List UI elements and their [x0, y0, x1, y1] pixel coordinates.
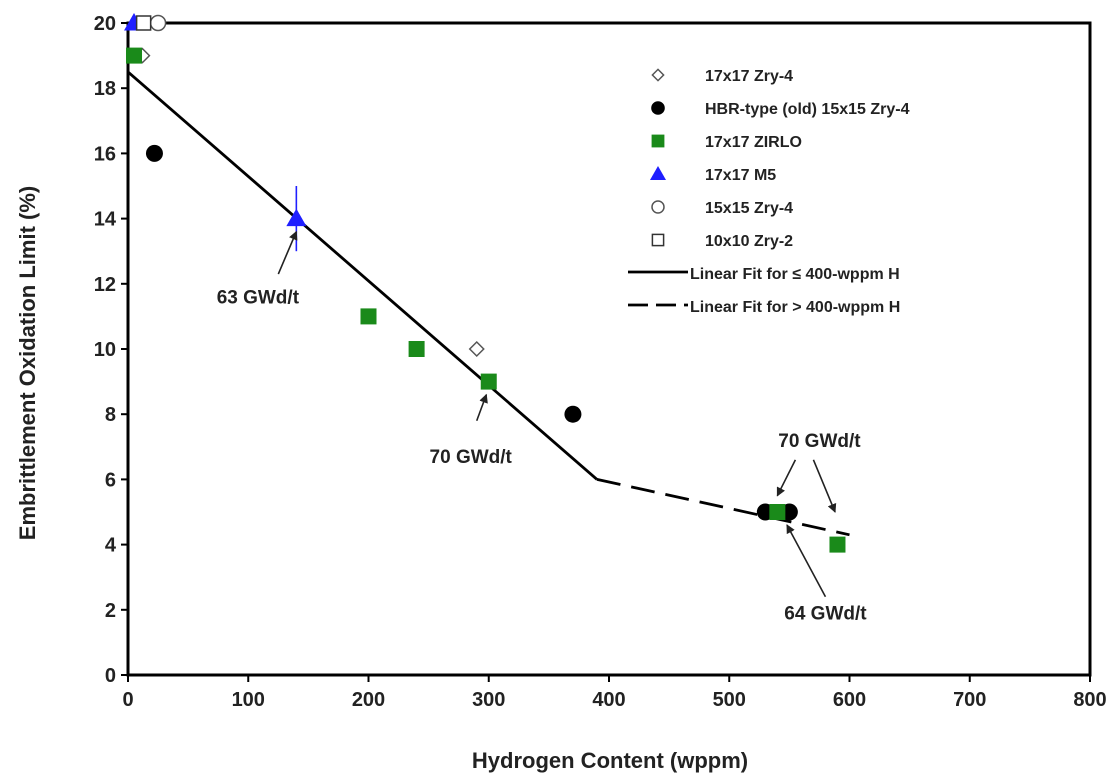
legend-label: 15x15 Zry-4 [705, 200, 793, 217]
legend-label: 17x17 ZIRLO [705, 134, 802, 151]
y-tick-label: 12 [94, 274, 116, 296]
annotation-arrow [475, 393, 488, 421]
y-tick-label: 20 [94, 13, 116, 35]
legend-marker [651, 233, 665, 247]
y-tick-label: 4 [105, 535, 117, 557]
x-tick-label: 300 [472, 689, 505, 711]
y-tick-label: 10 [94, 339, 116, 361]
fit-line-low-h [127, 70, 598, 481]
x-tick-label: 500 [713, 689, 746, 711]
x-tick-label: 200 [352, 689, 385, 711]
annotation-arrow [786, 524, 827, 598]
y-tick-label: 0 [105, 665, 116, 687]
legend-marker [651, 101, 665, 115]
data-point-s1 [564, 405, 582, 423]
data-point-s5 [135, 15, 152, 31]
y-tick-label: 16 [94, 143, 116, 165]
x-tick-label: 700 [953, 689, 986, 711]
legend-label: HBR-type (old) 15x15 Zry-4 [705, 101, 910, 118]
annotation-arrow [277, 230, 298, 275]
legend-label: Linear Fit for ≤ 400-wppm H [690, 266, 900, 283]
data-point-s2 [769, 504, 786, 520]
legend-marker [651, 200, 665, 214]
y-tick-label: 18 [94, 78, 116, 100]
x-tick-label: 400 [592, 689, 625, 711]
legend-marker [651, 68, 665, 82]
legend-marker [651, 134, 665, 148]
annotation-arrow [776, 459, 797, 497]
legend-label: Linear Fit for > 400-wppm H [690, 299, 900, 316]
x-tick-label: 600 [833, 689, 866, 711]
data-point-s2 [126, 47, 143, 64]
data-point-s3 [286, 208, 307, 227]
legend-label: 10x10 Zry-2 [705, 233, 793, 250]
legend: 17x17 Zry-4 HBR-type (old) 15x15 Zry-4 17x… [628, 68, 910, 316]
legend-marker [650, 166, 666, 180]
x-axis-title: Hydrogen Content (wppm) [472, 748, 748, 773]
annotation-label: 70 GWd/t [778, 431, 861, 452]
data-point-s2 [408, 341, 425, 357]
fit-line-high-h [596, 478, 850, 537]
annotation-arrow [812, 459, 837, 513]
plot-frame [126, 21, 1092, 677]
data-point-s1 [145, 144, 163, 162]
y-tick-label: 8 [105, 404, 116, 426]
x-tick-label: 100 [232, 689, 265, 711]
plot-layer: 0 100 200 300 400 500 600 700 800 0 2 4 6 8 10 12 14 16 18… [94, 13, 1107, 711]
x-tick-label: 0 [122, 689, 133, 711]
data-point-s0 [468, 340, 485, 358]
data-point-s2 [480, 373, 497, 390]
annotation-label: 70 GWd/t [430, 447, 513, 468]
y-tick-label: 14 [94, 209, 117, 231]
legend-label: 17x17 M5 [705, 167, 776, 184]
y-tick-label: 2 [105, 600, 116, 622]
x-tick-label: 800 [1073, 689, 1106, 711]
y-tick-label: 6 [105, 469, 116, 491]
legend-label: 17x17 Zry-4 [705, 68, 793, 85]
data-point-s2 [360, 308, 377, 325]
data-point-s4 [149, 14, 167, 32]
data-point-s2 [829, 536, 846, 553]
annotation-label: 63 GWd/t [217, 287, 300, 308]
y-axis-title: Embrittlement Oxidation Limit (%) [15, 186, 40, 540]
annotation-label: 64 GWd/t [784, 604, 867, 625]
